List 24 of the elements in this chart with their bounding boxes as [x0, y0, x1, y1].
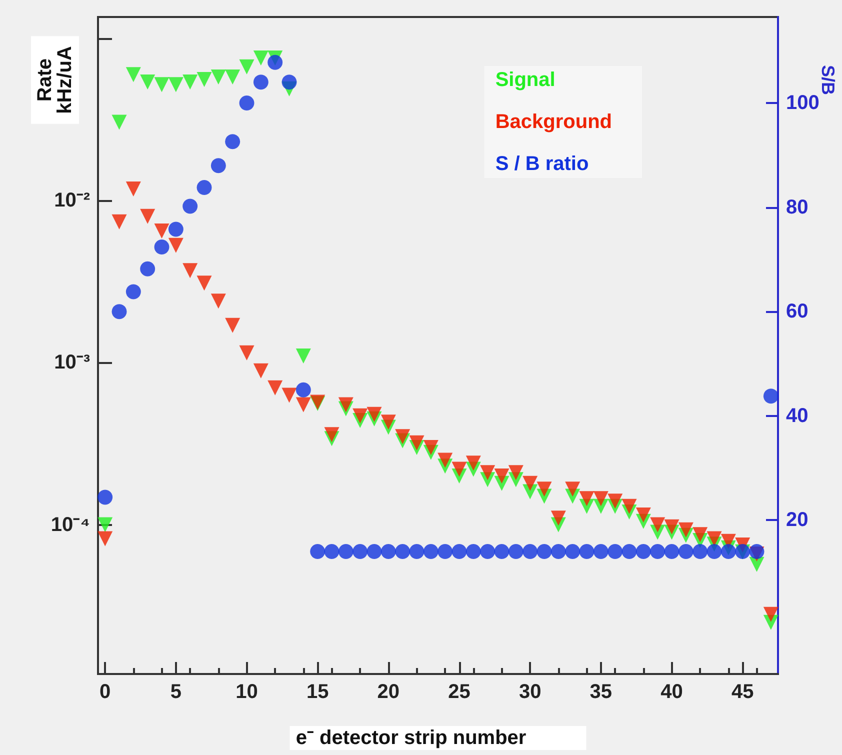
x-tick-label: 15	[306, 681, 329, 703]
y2-tick-label: 40	[786, 404, 808, 427]
y-tick-label: 10⁻³	[54, 352, 90, 374]
y-axis-title: Rate kHz/uA	[34, 46, 76, 114]
x-tick-label: 0	[100, 681, 111, 703]
x-tick-label: 45	[731, 681, 754, 703]
y2-tick-label: 60	[786, 300, 808, 323]
y2-tick-label: 20	[786, 509, 808, 532]
x-tick-label: 25	[448, 681, 470, 703]
x-tick-label: 30	[518, 681, 542, 703]
y2-tick-label: 80	[786, 196, 808, 218]
x-tick-label: 5	[170, 681, 182, 703]
y-tick-label: 10⁻²	[54, 190, 90, 212]
x-tick-label: 40	[660, 681, 683, 703]
x-tick-label: 10	[236, 681, 258, 703]
text: Background	[495, 111, 612, 133]
y2-tick-label: 100	[786, 92, 820, 114]
x-axis-title: e⁻ detector strip number	[296, 727, 526, 749]
y2-axis-title: S/B	[818, 64, 838, 96]
y-tick-label: 10⁻⁴	[50, 514, 90, 536]
text: S / B ratio	[495, 153, 589, 175]
x-tick-label: 20	[377, 681, 400, 703]
text: Signal	[495, 69, 556, 91]
x-tick-label: 35	[590, 681, 612, 703]
